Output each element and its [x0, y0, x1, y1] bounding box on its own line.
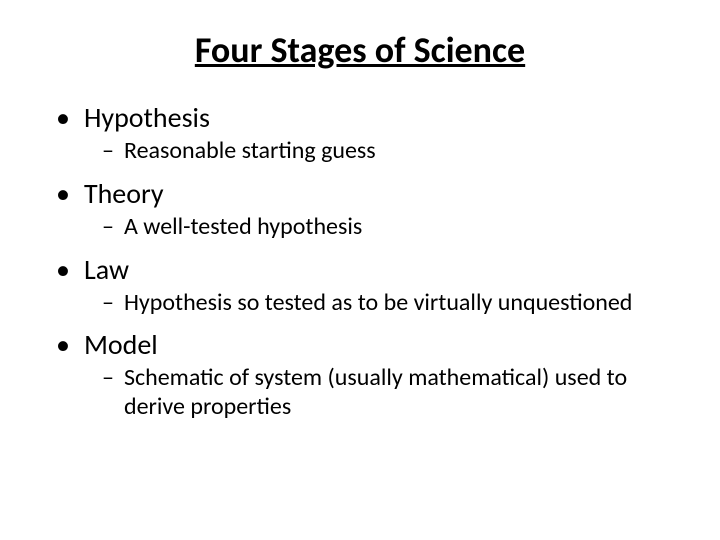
bullet-icon: •	[56, 327, 70, 362]
sublist-item: – Hypothesis so tested as to be virtuall…	[102, 289, 680, 318]
sublist-item: – Schematic of system (usually mathemati…	[102, 364, 680, 422]
level2-label: Reasonable starting guess	[124, 137, 376, 166]
bullet-icon: •	[56, 100, 70, 135]
level2-label: A well-tested hypothesis	[124, 213, 362, 242]
list-item: • Model – Schematic of system (usually m…	[50, 327, 680, 422]
list-item: • Theory – A well-tested hypothesis	[50, 176, 680, 242]
level1-line: • Hypothesis	[50, 100, 680, 135]
level2-label: Schematic of system (usually mathematica…	[124, 364, 680, 422]
dash-icon: –	[102, 364, 114, 393]
sublist-item: – A well-tested hypothesis	[102, 213, 680, 242]
dash-icon: –	[102, 289, 114, 318]
dash-icon: –	[102, 137, 114, 166]
level1-line: • Theory	[50, 176, 680, 211]
level2-label: Hypothesis so tested as to be virtually …	[124, 289, 632, 318]
sublist-item: – Reasonable starting guess	[102, 137, 680, 166]
level1-line: • Model	[50, 327, 680, 362]
list-item: • Law – Hypothesis so tested as to be vi…	[50, 252, 680, 318]
level1-line: • Law	[50, 252, 680, 287]
bullet-icon: •	[56, 176, 70, 211]
level1-label: Hypothesis	[84, 100, 210, 135]
content-area: • Hypothesis – Reasonable starting guess…	[40, 100, 680, 422]
level1-label: Law	[84, 252, 129, 287]
sublist: – Reasonable starting guess	[50, 137, 680, 166]
list-item: • Hypothesis – Reasonable starting guess	[50, 100, 680, 166]
level1-label: Model	[84, 327, 158, 362]
bullet-list: • Hypothesis – Reasonable starting guess…	[50, 100, 680, 422]
level1-label: Theory	[84, 176, 164, 211]
sublist: – Schematic of system (usually mathemati…	[50, 364, 680, 422]
bullet-icon: •	[56, 252, 70, 287]
sublist: – Hypothesis so tested as to be virtuall…	[50, 289, 680, 318]
dash-icon: –	[102, 213, 114, 242]
page-title: Four Stages of Science	[40, 28, 680, 72]
sublist: – A well-tested hypothesis	[50, 213, 680, 242]
